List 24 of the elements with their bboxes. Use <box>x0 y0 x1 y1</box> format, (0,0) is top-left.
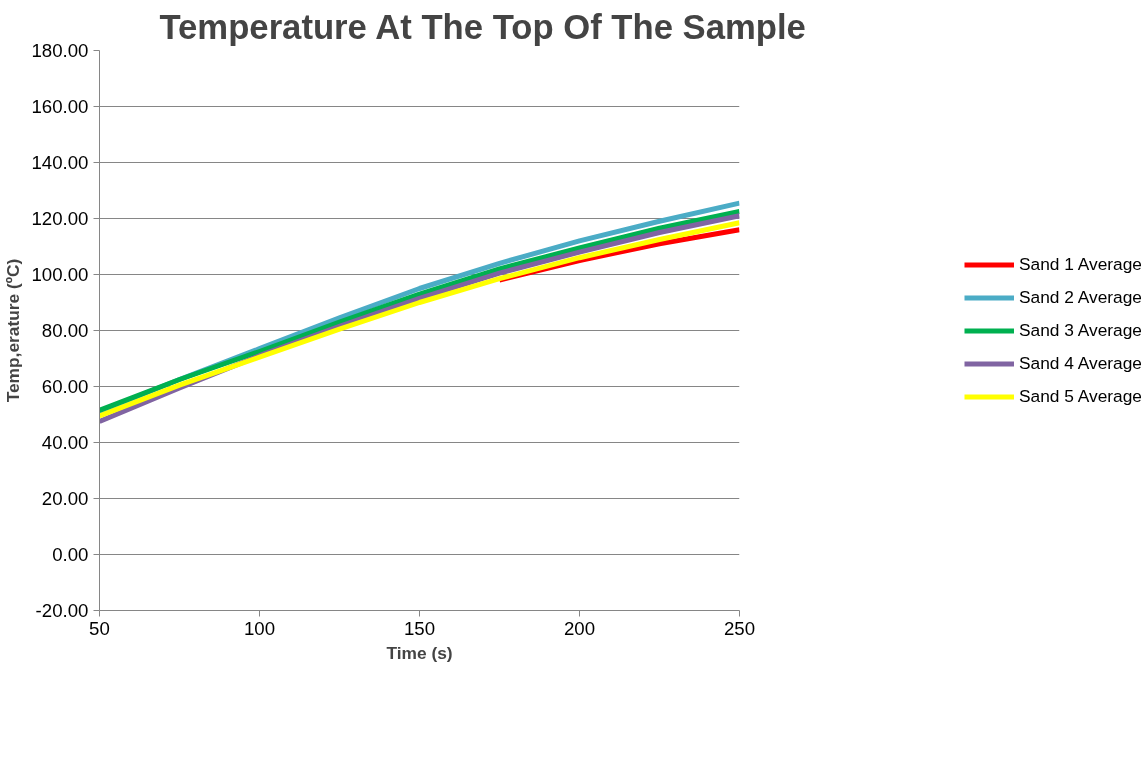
x-tick-label: 250 <box>723 617 756 639</box>
y-tick-label: 180.00 <box>31 40 89 61</box>
y-axis-title: Temp,erature (ºC) <box>3 258 24 403</box>
y-tick-label: 100.00 <box>31 264 89 285</box>
x-tick-label: 200 <box>563 617 596 639</box>
y-tick-label: -20.00 <box>35 600 89 621</box>
legend-label: Sand 3 Average <box>1018 319 1141 341</box>
y-tick-label: 20.00 <box>41 488 89 509</box>
y-tick-label: 140.00 <box>31 152 89 173</box>
y-tick-label: 40.00 <box>41 432 89 453</box>
y-tick-label: 160.00 <box>31 96 89 117</box>
legend-label: Sand 4 Average <box>1018 352 1141 374</box>
chart-title: Temperature At The Top Of The Sample <box>159 7 806 46</box>
y-tick-label: 120.00 <box>31 208 89 229</box>
x-axis-title: Time (s) <box>386 642 453 663</box>
legend-label: Sand 5 Average <box>1018 385 1141 407</box>
x-tick-label: 50 <box>89 617 110 639</box>
x-tick-label: 150 <box>403 617 436 639</box>
legend-label: Sand 2 Average <box>1018 286 1141 308</box>
y-tick-label: 80.00 <box>41 320 89 341</box>
y-tick-label: 0.00 <box>52 544 89 565</box>
legend-label: Sand 1 Average <box>1018 253 1141 275</box>
x-tick-label: 100 <box>243 617 276 639</box>
y-tick-label: 60.00 <box>41 376 89 397</box>
